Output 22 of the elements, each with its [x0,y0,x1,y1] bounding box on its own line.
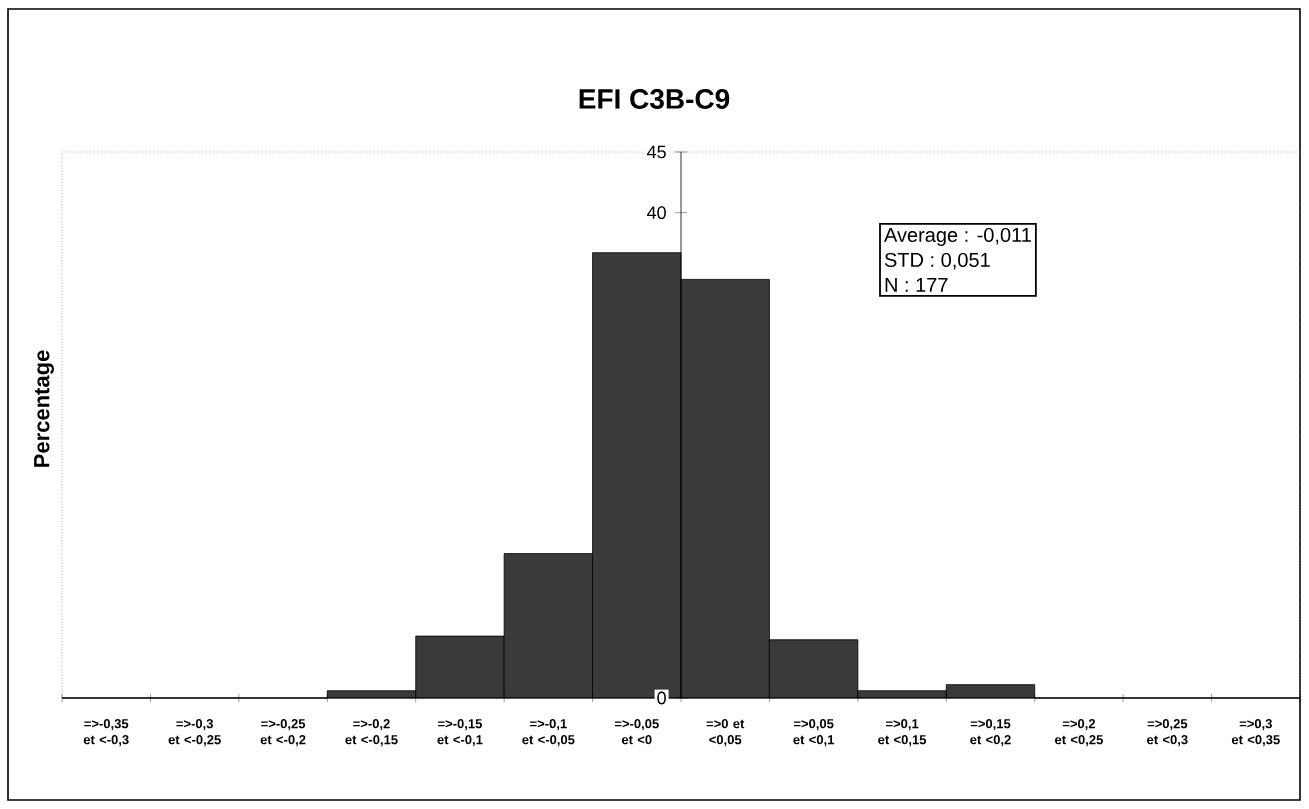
x-tick-label: =>-0,35 et <-0,3 [83,719,129,747]
x-tick-label: =>0,05 et <0,1 [793,719,835,747]
y-axis-title: Percentage [34,350,54,467]
x-tick-label: =>0 et <0,05 [706,719,745,747]
x-tick-label: =>-0,25 et <-0,2 [260,719,306,747]
x-tick-label: =>0,3 et <0,35 [1231,719,1280,747]
x-tick-label: =>-0,2 et <-0,15 [345,719,398,747]
x-tick-label: =>0,2 et <0,25 [1055,719,1103,747]
x-tick-label: =>0,25 et <0,3 [1147,719,1188,747]
annotation: Average : -0,011 [884,227,1031,246]
annotation: STD : 0,051 [884,252,990,270]
x-tick-label: =>0,1 et <0,15 [878,719,927,747]
annotation: N : 177 [885,278,948,292]
y-tick-label: 40 [646,206,666,220]
x-tick-label: =>-0,1 et <-0,05 [522,719,575,747]
x-tick-label: =>-0,15 et <-0,1 [437,719,483,747]
x-tick-label: =>-0,3 et <-0,25 [168,719,221,747]
x-tick-label: =>0,15 et <0,2 [970,719,1011,747]
x-tick-label: =>-0,05 et <0 [614,719,659,745]
y-tick-label: 45 [646,145,666,159]
y-tick-label: 0 [657,691,666,705]
chart-title: EFI C3B-C9 [579,89,730,109]
